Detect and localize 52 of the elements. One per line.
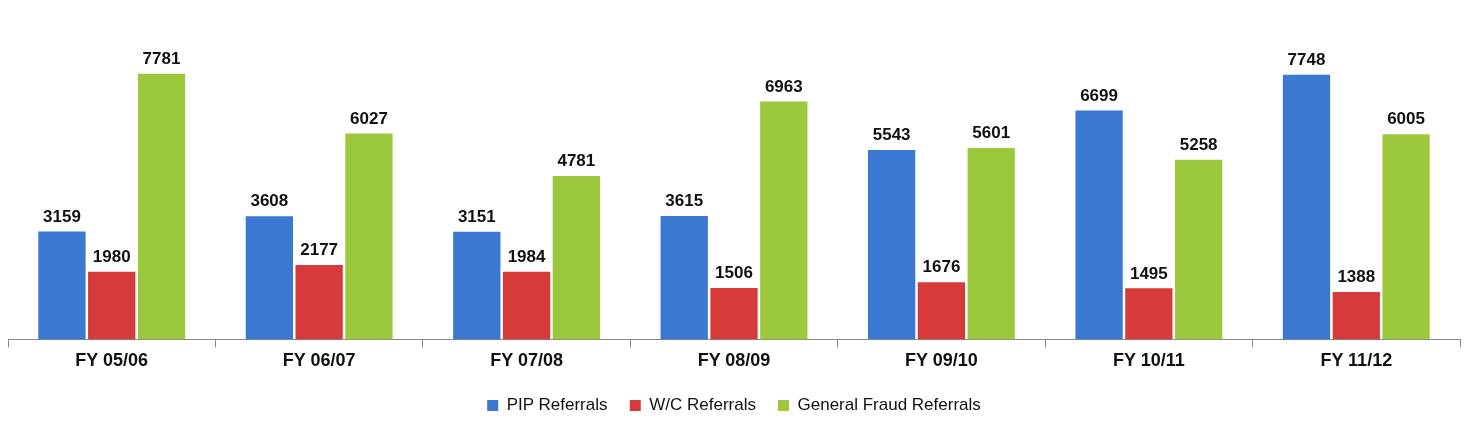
data-label: 7748 [1287,49,1326,69]
bar [1125,288,1173,340]
data-label: 5543 [872,125,911,145]
bar [245,216,294,340]
data-label: 5258 [1179,135,1218,154]
data-label: 3615 [665,191,704,211]
x-tick-label: FY 11/12 [1320,350,1393,371]
bar [1075,110,1123,340]
x-tick-label: FY 09/10 [905,350,978,371]
bar [967,148,1015,340]
data-label: 6005 [1387,109,1425,129]
bar [502,271,551,340]
bar [453,231,501,340]
bar [660,215,708,340]
data-label: 6699 [1080,85,1118,105]
bar [345,133,393,340]
data-label: 1676 [922,257,961,277]
data-label: 6027 [350,108,388,128]
x-tick-label: FY 10/11 [1112,350,1185,371]
bar [1174,159,1223,340]
x-tick-label: FY 05/06 [75,350,149,371]
bar [137,73,186,340]
bar [710,287,758,340]
data-label: 3159 [43,206,81,226]
bar [38,231,86,340]
bar [1282,74,1331,340]
bar [88,271,136,340]
data-label: 1984 [507,246,547,266]
data-label: 2177 [300,240,339,260]
data-label: 3151 [457,206,496,226]
data-label: 1980 [92,246,131,266]
bar [552,176,600,340]
x-tick-label: FY 06/07 [282,350,356,371]
bar [1382,134,1430,340]
legend-label: PIP Referrals [506,395,608,415]
data-label: 1495 [1129,263,1168,283]
data-label: 7781 [142,48,181,68]
data-label: 1388 [1337,267,1376,287]
bar [295,265,343,340]
data-label: 5601 [972,123,1011,143]
bar [917,282,966,340]
bar [1332,291,1380,340]
data-label: 6963 [764,76,803,96]
data-label: 3608 [250,191,289,211]
x-tick-label: FY 07/08 [490,350,563,371]
bar [760,101,808,340]
data-label: 4781 [557,151,596,171]
legend-label: W/C Referrals [649,395,757,415]
data-label: 1506 [715,263,753,283]
x-tick-label: FY 08/09 [697,350,771,371]
legend-label: General Fraud Referrals [797,395,981,415]
bar [868,150,916,340]
